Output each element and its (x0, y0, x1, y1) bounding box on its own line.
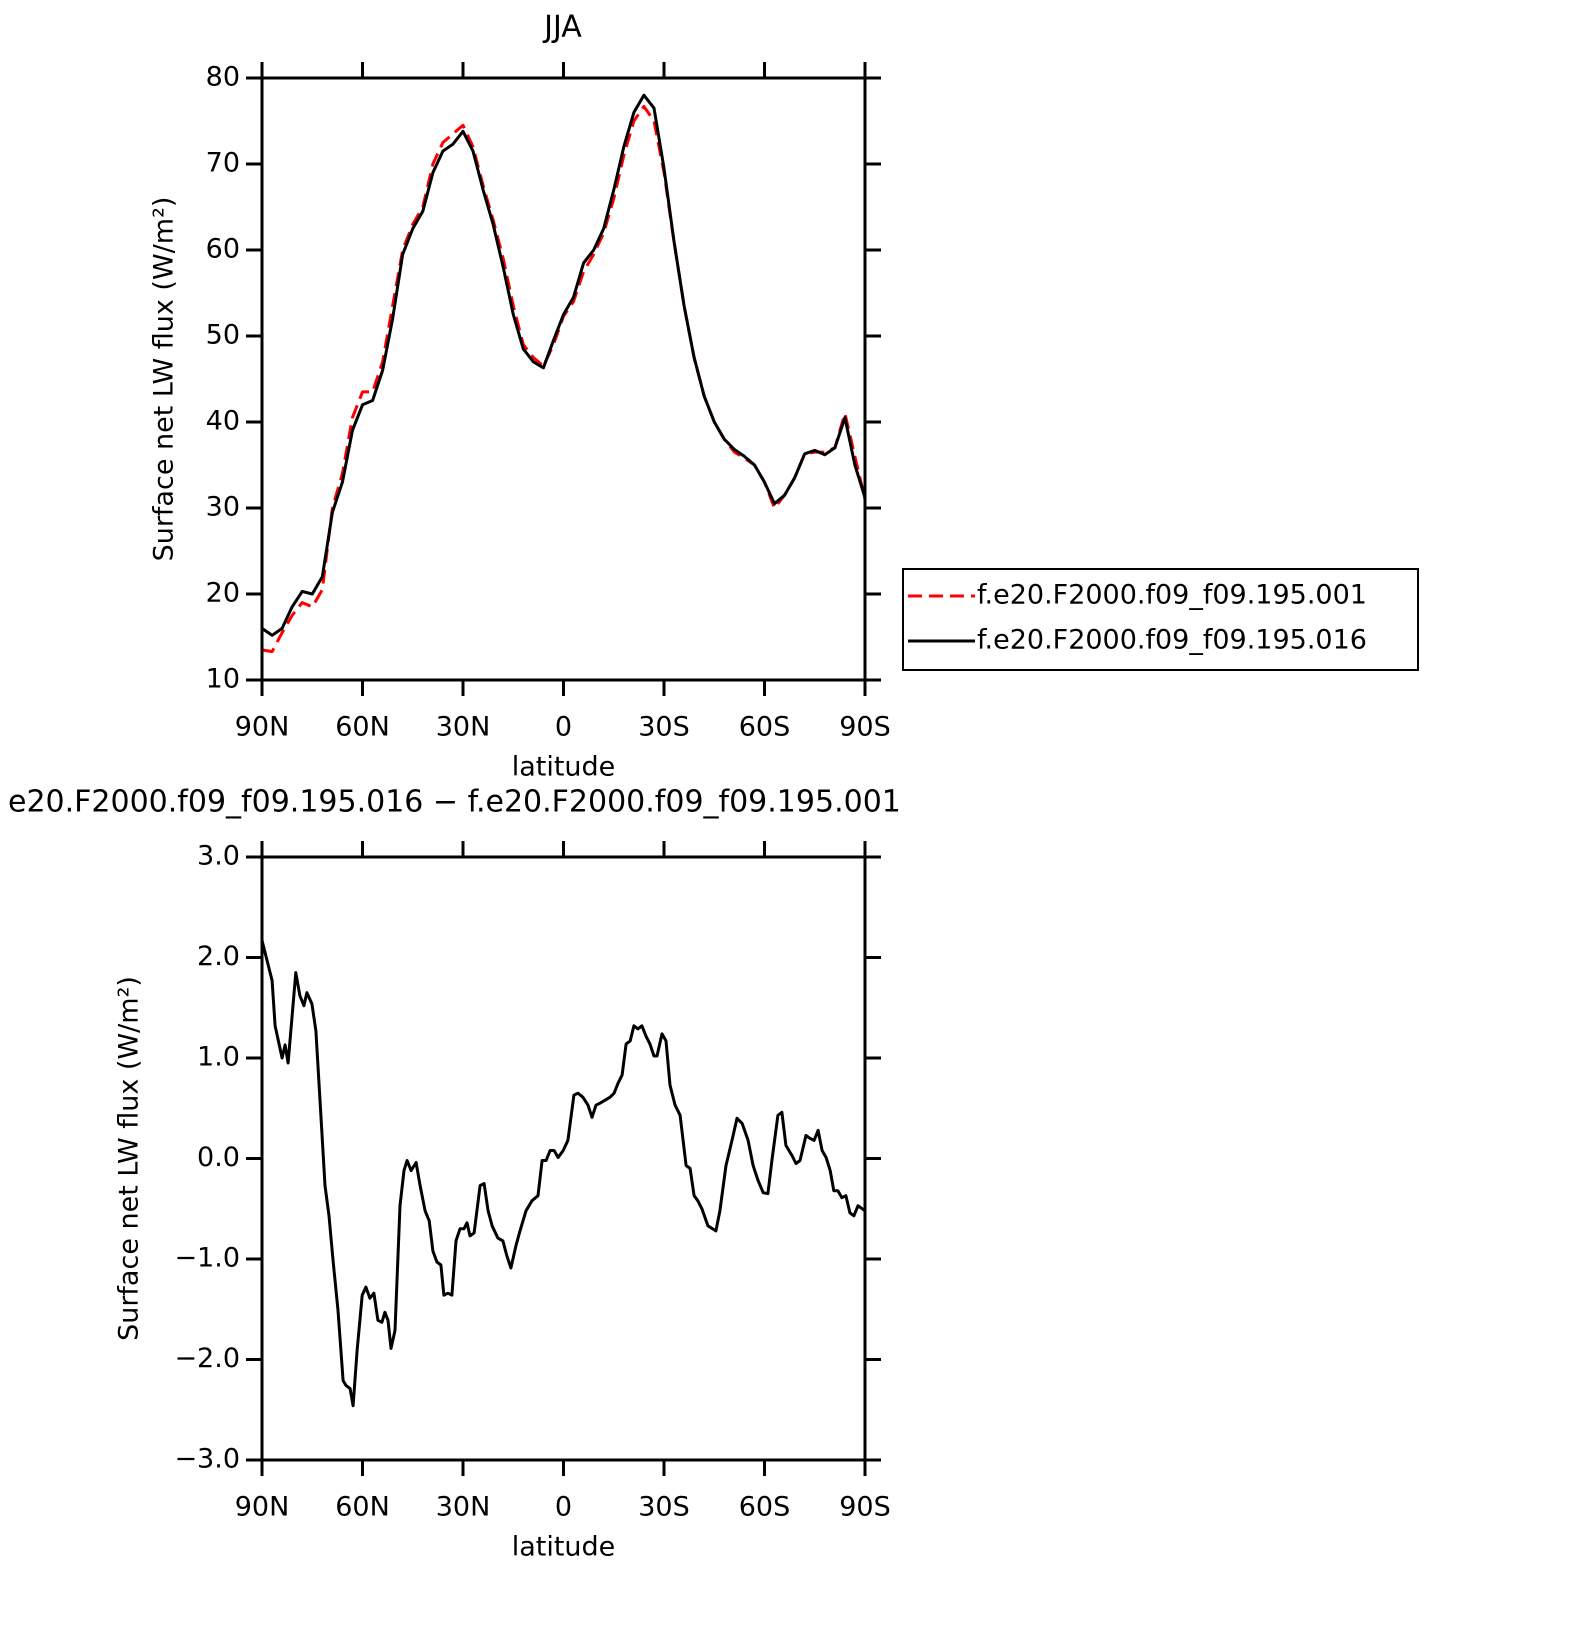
x-tick-label: 90N (235, 1492, 290, 1523)
y-tick-label: 30 (206, 492, 240, 523)
chart-title: e20.F2000.f09_f09.195.016 − f.e20.F2000.… (8, 785, 901, 820)
x-tick-label: 90S (839, 712, 891, 743)
y-tick-label: 60 (206, 234, 240, 265)
plot-frame (260, 855, 867, 1462)
x-tick-label: 90N (235, 712, 290, 743)
y-tick-label: 2.0 (197, 941, 240, 972)
y-tick-label: 50 (206, 320, 240, 351)
legend-box (902, 568, 1419, 671)
chart-title: JJA (542, 10, 582, 45)
x-tick-label: 90S (839, 1492, 891, 1523)
y-axis-label: Surface net LW flux (W/m²) (149, 197, 180, 562)
data-line (260, 940, 866, 1408)
x-tick-label: 60N (335, 1492, 390, 1523)
y-axis-label: Surface net LW flux (W/m²) (114, 976, 145, 1341)
x-tick-label: 30S (638, 1492, 690, 1523)
data-line (261, 93, 867, 637)
y-tick-label: 40 (206, 406, 240, 437)
plot-frame (260, 76, 867, 682)
x-tick-label: 60S (739, 1492, 791, 1523)
data-line (261, 104, 867, 654)
y-tick-label: 80 (206, 62, 240, 93)
x-tick-label: 30N (436, 1492, 491, 1523)
x-tick-label: 0 (555, 1492, 572, 1523)
y-tick-label: 1.0 (197, 1042, 240, 1073)
y-tick-label: −3.0 (174, 1444, 240, 1475)
x-tick-label: 0 (555, 712, 572, 743)
y-tick-label: 10 (206, 664, 240, 695)
y-tick-label: 20 (206, 578, 240, 609)
y-tick-label: 0.0 (197, 1142, 240, 1173)
y-tick-label: −1.0 (174, 1243, 240, 1274)
legend-label: f.e20.F2000.f09_f09.195.001 (977, 580, 1367, 611)
y-tick-label: 70 (206, 148, 240, 179)
x-tick-label: 60S (739, 712, 791, 743)
x-tick-label: 30N (436, 712, 491, 743)
x-axis-label: latitude (512, 1532, 616, 1563)
x-axis-label: latitude (512, 752, 616, 783)
x-tick-label: 60N (335, 712, 390, 743)
x-tick-label: 30S (638, 712, 690, 743)
legend-label: f.e20.F2000.f09_f09.195.016 (977, 625, 1367, 656)
y-tick-label: 3.0 (197, 841, 240, 872)
y-tick-label: −2.0 (174, 1343, 240, 1374)
